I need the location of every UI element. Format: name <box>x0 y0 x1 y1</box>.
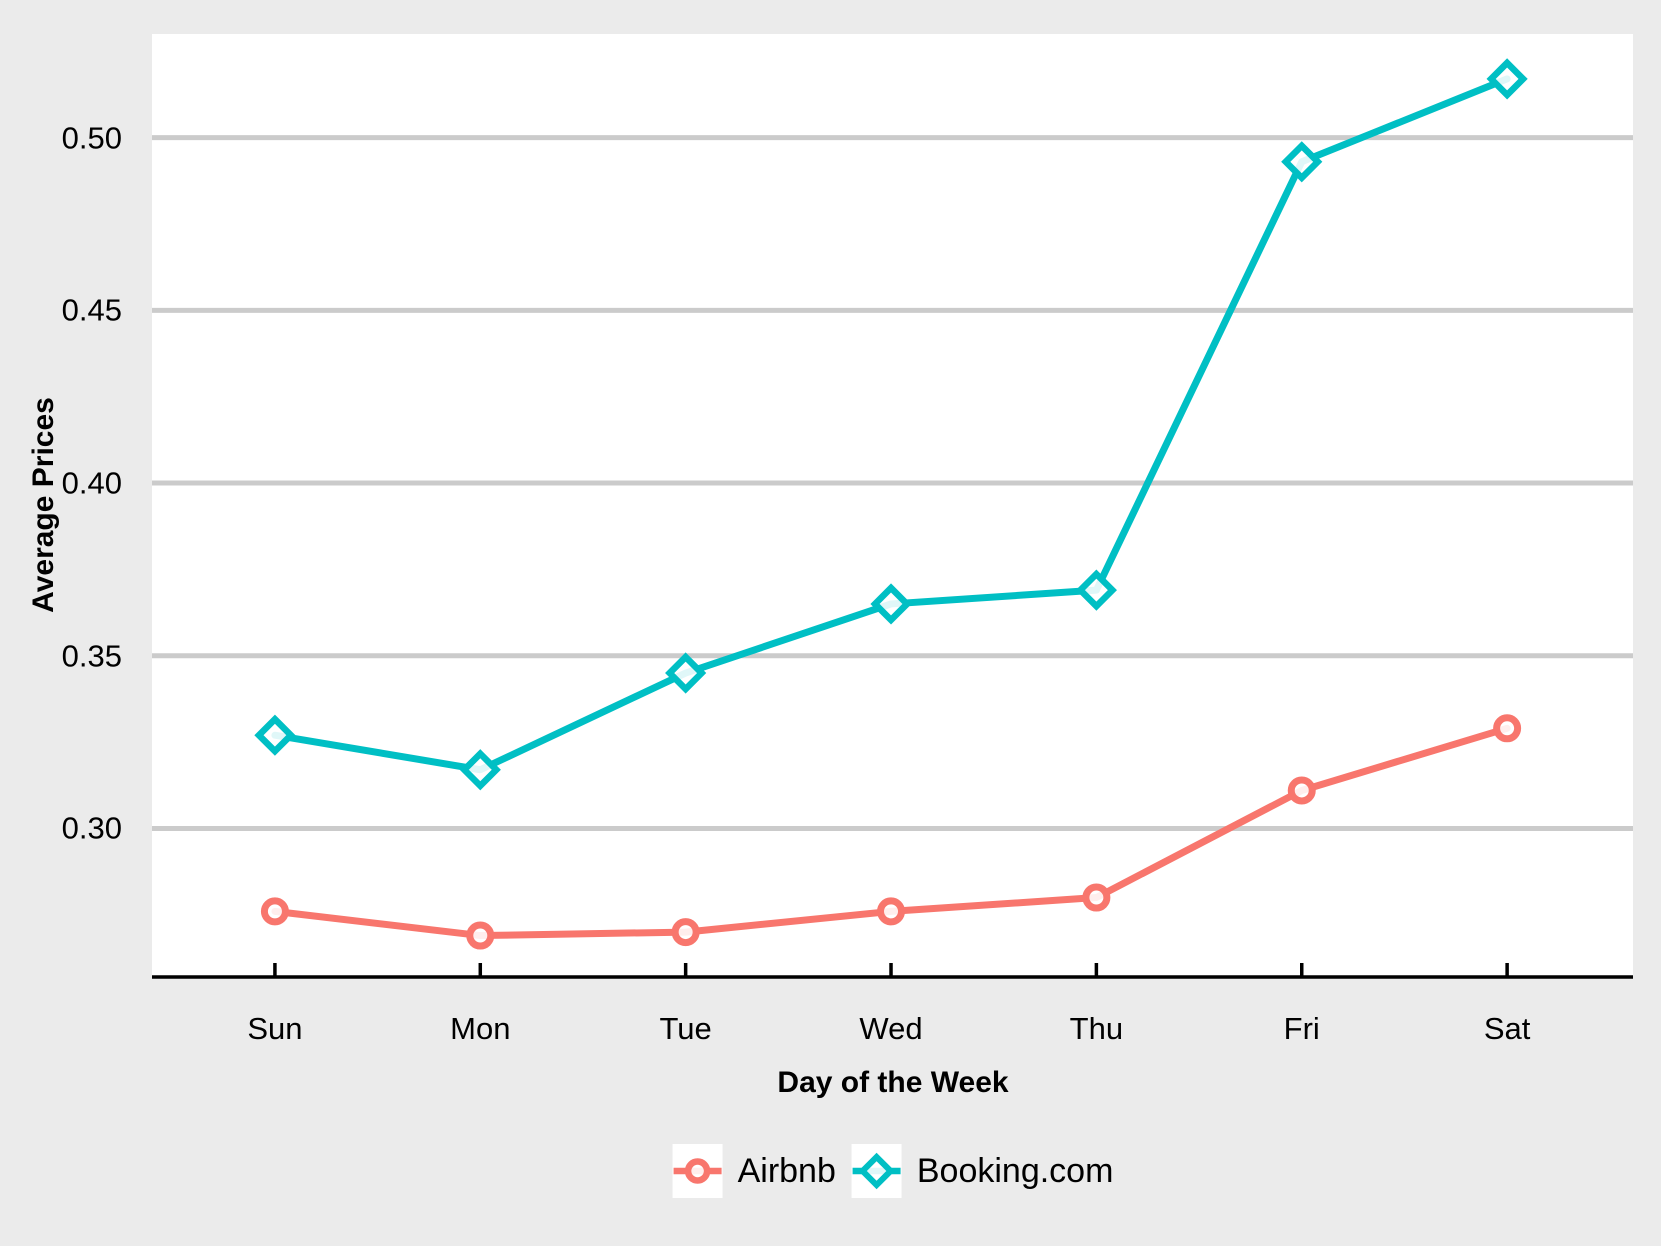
y-tick-label: 0.40 <box>61 465 122 501</box>
legend: Airbnb Booking.com <box>672 1144 1114 1198</box>
data-point-airbnb-fri[interactable] <box>1287 776 1316 805</box>
x-tick-label: Wed <box>859 1011 923 1046</box>
legend-label: Booking.com <box>916 1151 1114 1190</box>
data-point-airbnb-tue[interactable] <box>671 918 700 947</box>
y-tick-label: 0.50 <box>61 120 122 156</box>
x-tick-label: Thu <box>1069 1011 1124 1046</box>
x-tick-label: Sat <box>1483 1011 1531 1046</box>
legend-key-circle-icon <box>672 1144 723 1198</box>
data-point-booking-com-sun[interactable] <box>254 714 296 756</box>
data-point-booking-com-tue[interactable] <box>665 652 707 694</box>
data-point-airbnb-wed[interactable] <box>877 897 906 926</box>
y-tick-label: 0.35 <box>61 638 122 674</box>
x-axis-title: Day of the Week <box>777 1066 1009 1099</box>
data-point-booking-com-fri[interactable] <box>1281 141 1323 183</box>
x-tick-label: Sun <box>247 1011 303 1046</box>
data-point-airbnb-mon[interactable] <box>466 921 495 950</box>
data-point-booking-com-thu[interactable] <box>1075 569 1117 611</box>
x-tick-label: Mon <box>450 1011 511 1046</box>
data-point-airbnb-sat[interactable] <box>1493 714 1522 743</box>
legend-entry-airbnb[interactable]: Airbnb <box>672 1144 836 1198</box>
x-tick-label: Tue <box>659 1011 712 1046</box>
y-axis-title: Average Prices <box>27 397 60 613</box>
y-tick-label: 0.30 <box>61 810 122 846</box>
data-point-booking-com-sat[interactable] <box>1486 58 1528 100</box>
data-point-booking-com-mon[interactable] <box>459 749 501 791</box>
legend-marker-circle <box>684 1158 711 1184</box>
legend-label: Airbnb <box>737 1151 836 1190</box>
legend-marker-diamond <box>858 1152 896 1190</box>
x-tick-label: Fri <box>1283 1011 1320 1046</box>
data-point-airbnb-sun[interactable] <box>260 897 289 926</box>
legend-key-diamond-icon <box>851 1144 902 1198</box>
legend-entry-booking[interactable]: Booking.com <box>851 1144 1114 1198</box>
plot-area <box>152 34 1633 977</box>
y-tick-label: 0.45 <box>61 292 122 328</box>
data-point-airbnb-thu[interactable] <box>1082 883 1111 912</box>
data-point-booking-com-wed[interactable] <box>870 583 912 625</box>
